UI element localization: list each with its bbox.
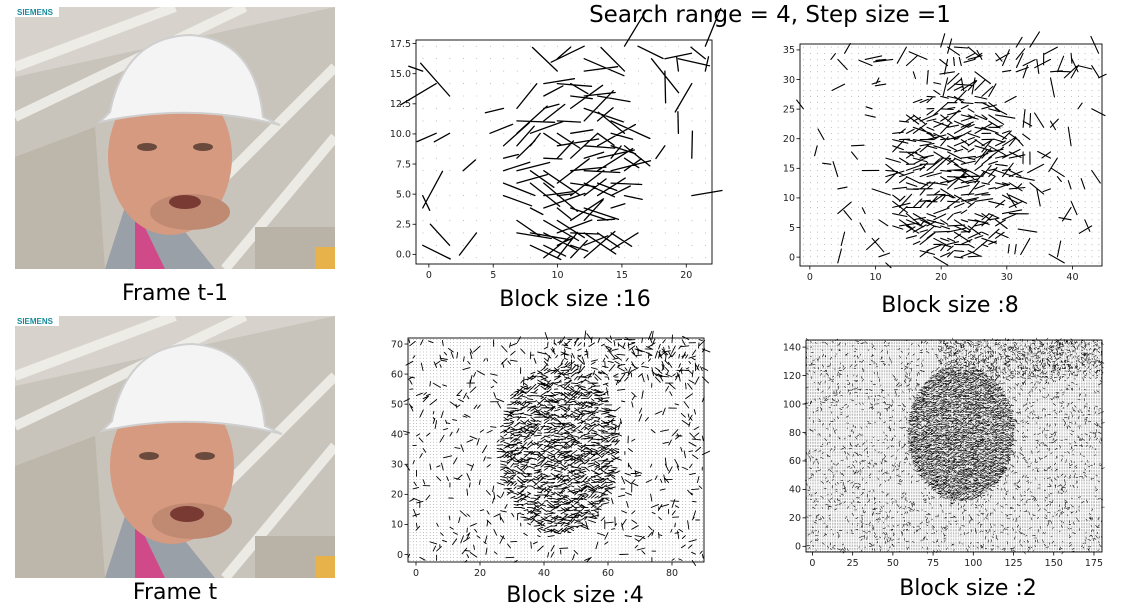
y-tick-label: 0 (397, 550, 403, 561)
y-tick-label: 20 (789, 513, 801, 524)
y-tick-label: 60 (789, 456, 801, 467)
x-tick-label: 20 (474, 568, 486, 579)
y-tick-label: 70 (391, 339, 403, 350)
quiver-plot-block-4: 0 20 40 60 80 0 10 20 30 40 50 60 70 (376, 330, 718, 584)
zero-vector-dots (803, 46, 1100, 264)
quiver-plot-block-16: 0 5 10 15 20 0.0 2.5 5.0 7.5 10.0 12.5 15.0 17.5 (380, 7, 726, 286)
y-tick-label: 50 (391, 399, 403, 410)
siemens-logo: SIEMENS (17, 317, 54, 326)
motion-vectors (402, 330, 711, 566)
x-tick-label: 30 (1001, 272, 1013, 283)
y-tick-label: 35 (783, 45, 795, 56)
y-tick-label: 5 (789, 223, 795, 234)
motion-vectors (399, 7, 723, 261)
y-tick-label: 0.0 (396, 250, 411, 261)
x-tick-label: 10 (552, 270, 564, 281)
quiver-plot-block-2: 0 25 50 75 100 125 150 175 0 20 40 60 80 100 120 140 (772, 336, 1116, 574)
x-tick-label: 40 (538, 568, 550, 579)
y-tick-label: 30 (391, 460, 403, 471)
x-tick-label: 5 (490, 270, 496, 281)
x-tick-label: 40 (1066, 272, 1078, 283)
x-tick-label: 150 (1045, 558, 1063, 569)
frame-cur-caption: Frame t (132, 580, 218, 605)
y-tick-label: 40 (789, 485, 801, 496)
x-tick-label: 175 (1085, 558, 1103, 569)
y-tick-label: 120 (783, 371, 801, 382)
y-tick-label: 10 (783, 193, 795, 204)
y-tick-label: 100 (783, 399, 801, 410)
y-tick-label: 0 (789, 252, 795, 263)
x-tick-label: 0 (426, 270, 432, 281)
figure-title: Search range = 4, Step size =1 (589, 2, 951, 28)
plot-frame (799, 43, 1103, 267)
plot-caption-block-8: Block size :8 (881, 293, 1019, 318)
y-tick-label: 140 (783, 342, 801, 353)
x-tick-label: 20 (680, 270, 692, 281)
x-tick-label: 10 (869, 272, 881, 283)
y-tick-label: 30 (783, 75, 795, 86)
x-tick-label: 15 (616, 270, 628, 281)
quiver-svg: 0 25 50 75 100 125 150 175 0 20 40 60 80 100 120 140 (783, 337, 1105, 569)
x-tick-label: 0 (809, 558, 815, 569)
frame-prev-image: SIEMENS (15, 7, 335, 269)
plot-caption-block-4: Block size :4 (506, 583, 644, 608)
x-tick-label: 20 (935, 272, 947, 283)
x-tick-label: 80 (666, 568, 678, 579)
siemens-logo: SIEMENS (17, 8, 54, 17)
y-tick-label: 40 (391, 430, 403, 441)
y-tick-label: 20 (783, 134, 795, 145)
x-tick-label: 25 (847, 558, 859, 569)
quiver-plot-block-8: 0 10 20 30 40 0 5 10 15 20 25 30 35 (768, 31, 1116, 288)
plot-caption-block-16: Block size :16 (499, 287, 651, 312)
plot-caption-block-2: Block size :2 (899, 576, 1037, 601)
x-tick-label: 75 (927, 558, 939, 569)
motion-vectors (803, 337, 1105, 555)
y-tick-label: 2.5 (396, 220, 411, 231)
x-tick-label: 100 (964, 558, 982, 569)
y-tick-label: 20 (391, 490, 403, 501)
y-tick-label: 7.5 (396, 159, 411, 170)
frame-prev-caption: Frame t-1 (121, 281, 229, 306)
quiver-svg: 0 10 20 30 40 0 5 10 15 20 25 30 35 (783, 31, 1107, 283)
x-tick-label: 50 (887, 558, 899, 569)
plot-frame (415, 39, 713, 265)
y-tick-label: 15.0 (390, 69, 411, 80)
y-tick-label: 10 (391, 520, 403, 531)
y-tick-label: 10.0 (390, 129, 411, 140)
zero-vector-dots (422, 45, 706, 259)
y-tick-label: 80 (789, 428, 801, 439)
y-tick-label: 5.0 (396, 189, 411, 200)
motion-vectors (796, 31, 1107, 269)
y-tick-label: 15 (783, 164, 795, 175)
y-tick-label: 60 (391, 369, 403, 380)
y-tick-label: 25 (783, 104, 795, 115)
quiver-svg: 0 5 10 15 200.02.55.07.510.012.515.017.5 (390, 7, 723, 281)
frame-cur-image: SIEMENS (15, 316, 335, 578)
x-tick-label: 0 (807, 272, 813, 283)
quiver-svg: 0 20 40 60 80 0 10 20 30 40 50 60 70 (391, 330, 711, 579)
y-tick-label: 17.5 (390, 39, 411, 50)
x-tick-label: 60 (602, 568, 614, 579)
x-tick-label: 125 (1004, 558, 1022, 569)
y-tick-label: 0 (795, 542, 801, 553)
x-tick-label: 0 (413, 568, 419, 579)
